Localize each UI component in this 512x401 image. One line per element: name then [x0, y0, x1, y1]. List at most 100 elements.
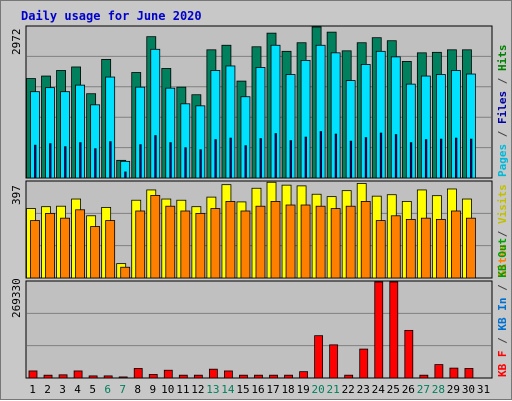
bar-kbf-day-14 — [224, 370, 233, 379]
bar-kbf-day-26 — [404, 329, 414, 379]
bar-sites-day-14 — [225, 201, 236, 279]
x-tick-label-6: 6 — [104, 383, 111, 396]
x-tick-label-18: 18 — [281, 383, 294, 396]
x-tick-label-15: 15 — [236, 383, 249, 396]
bar-pages-day-18 — [289, 140, 292, 179]
x-tick-label-13: 13 — [206, 383, 219, 396]
bar-sites-day-28 — [435, 218, 446, 279]
bar-sites-day-9 — [150, 195, 161, 279]
bar-kbf-day-30 — [464, 368, 474, 379]
x-tick-label-30: 30 — [462, 383, 475, 396]
x-tick-label-17: 17 — [266, 383, 279, 396]
legend-visits-sites-part-0: Sites — [496, 244, 509, 277]
x-tick-label-8: 8 — [134, 383, 141, 396]
bar-kbf-day-20 — [314, 335, 324, 379]
bar-pages-day-27 — [424, 139, 428, 179]
bar-kbf-day-24 — [374, 281, 384, 379]
bar-pages-day-2 — [49, 143, 52, 179]
bar-sites-day-29 — [451, 210, 461, 279]
y-max-label-1: 2972 — [10, 29, 23, 56]
bar-pages-day-8 — [139, 144, 142, 179]
bar-kbf-day-21 — [329, 344, 339, 379]
bar-sites-day-22 — [345, 205, 356, 279]
x-tick-label-20: 20 — [312, 383, 325, 396]
bar-kbf-day-29 — [449, 367, 459, 379]
bar-kbf-day-3 — [58, 374, 68, 379]
bar-kbf-day-4 — [73, 370, 83, 379]
y-max-label-2: 397 — [10, 185, 23, 205]
bar-pages-day-4 — [79, 142, 82, 179]
legend-kb-part-4: KB Out — [496, 238, 509, 278]
bar-pages-day-11 — [184, 147, 187, 179]
bar-sites-day-26 — [405, 218, 416, 279]
bar-sites-day-27 — [420, 217, 431, 279]
x-tick-label-24: 24 — [372, 383, 386, 396]
bar-kbf-day-10 — [163, 369, 173, 379]
legend-hits-files-pages-part-2: Files — [496, 91, 509, 124]
bar-pages-day-14 — [229, 137, 232, 179]
bar-kbf-day-18 — [284, 374, 293, 379]
bar-pages-day-13 — [214, 139, 217, 179]
bar-sites-day-3 — [60, 217, 70, 279]
x-tick-label-22: 22 — [342, 383, 355, 396]
x-tick-label-23: 23 — [357, 383, 370, 396]
x-tick-label-27: 27 — [417, 383, 430, 396]
bar-pages-day-19 — [304, 136, 307, 179]
bar-kbf-day-15 — [239, 374, 248, 379]
bar-pages-day-15 — [244, 145, 247, 179]
bar-sites-day-19 — [300, 204, 311, 279]
legend-kb: KB F / KB In / KB Out — [496, 238, 509, 377]
bar-pages-day-17 — [274, 133, 277, 179]
x-tick-label-31: 31 — [477, 383, 490, 396]
bar-kbf-day-9 — [148, 374, 158, 379]
x-tick-label-29: 29 — [447, 383, 460, 396]
legend-visits-sites-part-1: / — [496, 224, 509, 244]
legend-hits-files-pages-part-3: / — [496, 71, 509, 91]
legend-hits-files-pages: Pages / Files / Hits — [496, 45, 509, 178]
bar-pages-day-20 — [319, 131, 323, 179]
bar-kbf-day-17 — [269, 374, 278, 379]
bar-kbf-day-6 — [103, 375, 113, 379]
plot-area-3 — [25, 280, 493, 379]
x-tick-label-2: 2 — [44, 383, 51, 396]
bar-pages-day-25 — [394, 134, 398, 179]
x-tick-label-5: 5 — [89, 383, 96, 396]
bar-sites-day-24 — [375, 220, 386, 279]
y-max-label-3: 269330 — [10, 278, 23, 318]
x-tick-label-28: 28 — [432, 383, 445, 396]
bar-sites-day-18 — [285, 204, 296, 279]
x-tick-label-10: 10 — [161, 383, 174, 396]
bar-sites-day-23 — [360, 201, 371, 279]
x-tick-label-4: 4 — [74, 383, 81, 396]
bar-kbf-day-12 — [193, 374, 203, 379]
bar-sites-day-5 — [90, 226, 101, 279]
x-tick-label-19: 19 — [296, 383, 309, 396]
bar-kbf-day-13 — [208, 368, 218, 379]
bar-sites-day-16 — [255, 205, 266, 279]
bar-pages-day-9 — [154, 135, 157, 179]
bar-sites-day-30 — [466, 217, 476, 279]
bar-pages-day-26 — [409, 142, 413, 179]
legend-visits-sites-part-2: Visits — [496, 184, 509, 224]
bar-sites-day-21 — [330, 208, 341, 279]
bar-sites-day-1 — [30, 220, 40, 279]
legend-kb-part-1: / — [496, 331, 509, 351]
legend-visits-sites: Sites / Visits — [496, 184, 509, 277]
bar-sites-day-8 — [135, 210, 146, 279]
bar-pages-day-5 — [94, 148, 97, 179]
bar-pages-day-30 — [470, 138, 473, 179]
bar-kbf-day-8 — [133, 368, 143, 379]
bar-pages-day-21 — [334, 133, 338, 179]
x-tick-label-16: 16 — [251, 383, 264, 396]
legend-hits-files-pages-part-4: Hits — [496, 45, 509, 72]
x-tick-label-26: 26 — [402, 383, 415, 396]
x-tick-label-14: 14 — [221, 383, 235, 396]
bar-kbf-day-5 — [88, 375, 98, 379]
bar-kbf-day-16 — [254, 374, 263, 379]
bar-pages-day-7 — [124, 171, 127, 179]
x-tick-label-21: 21 — [327, 383, 340, 396]
bar-sites-day-2 — [45, 212, 55, 279]
bar-sites-day-11 — [180, 210, 191, 279]
